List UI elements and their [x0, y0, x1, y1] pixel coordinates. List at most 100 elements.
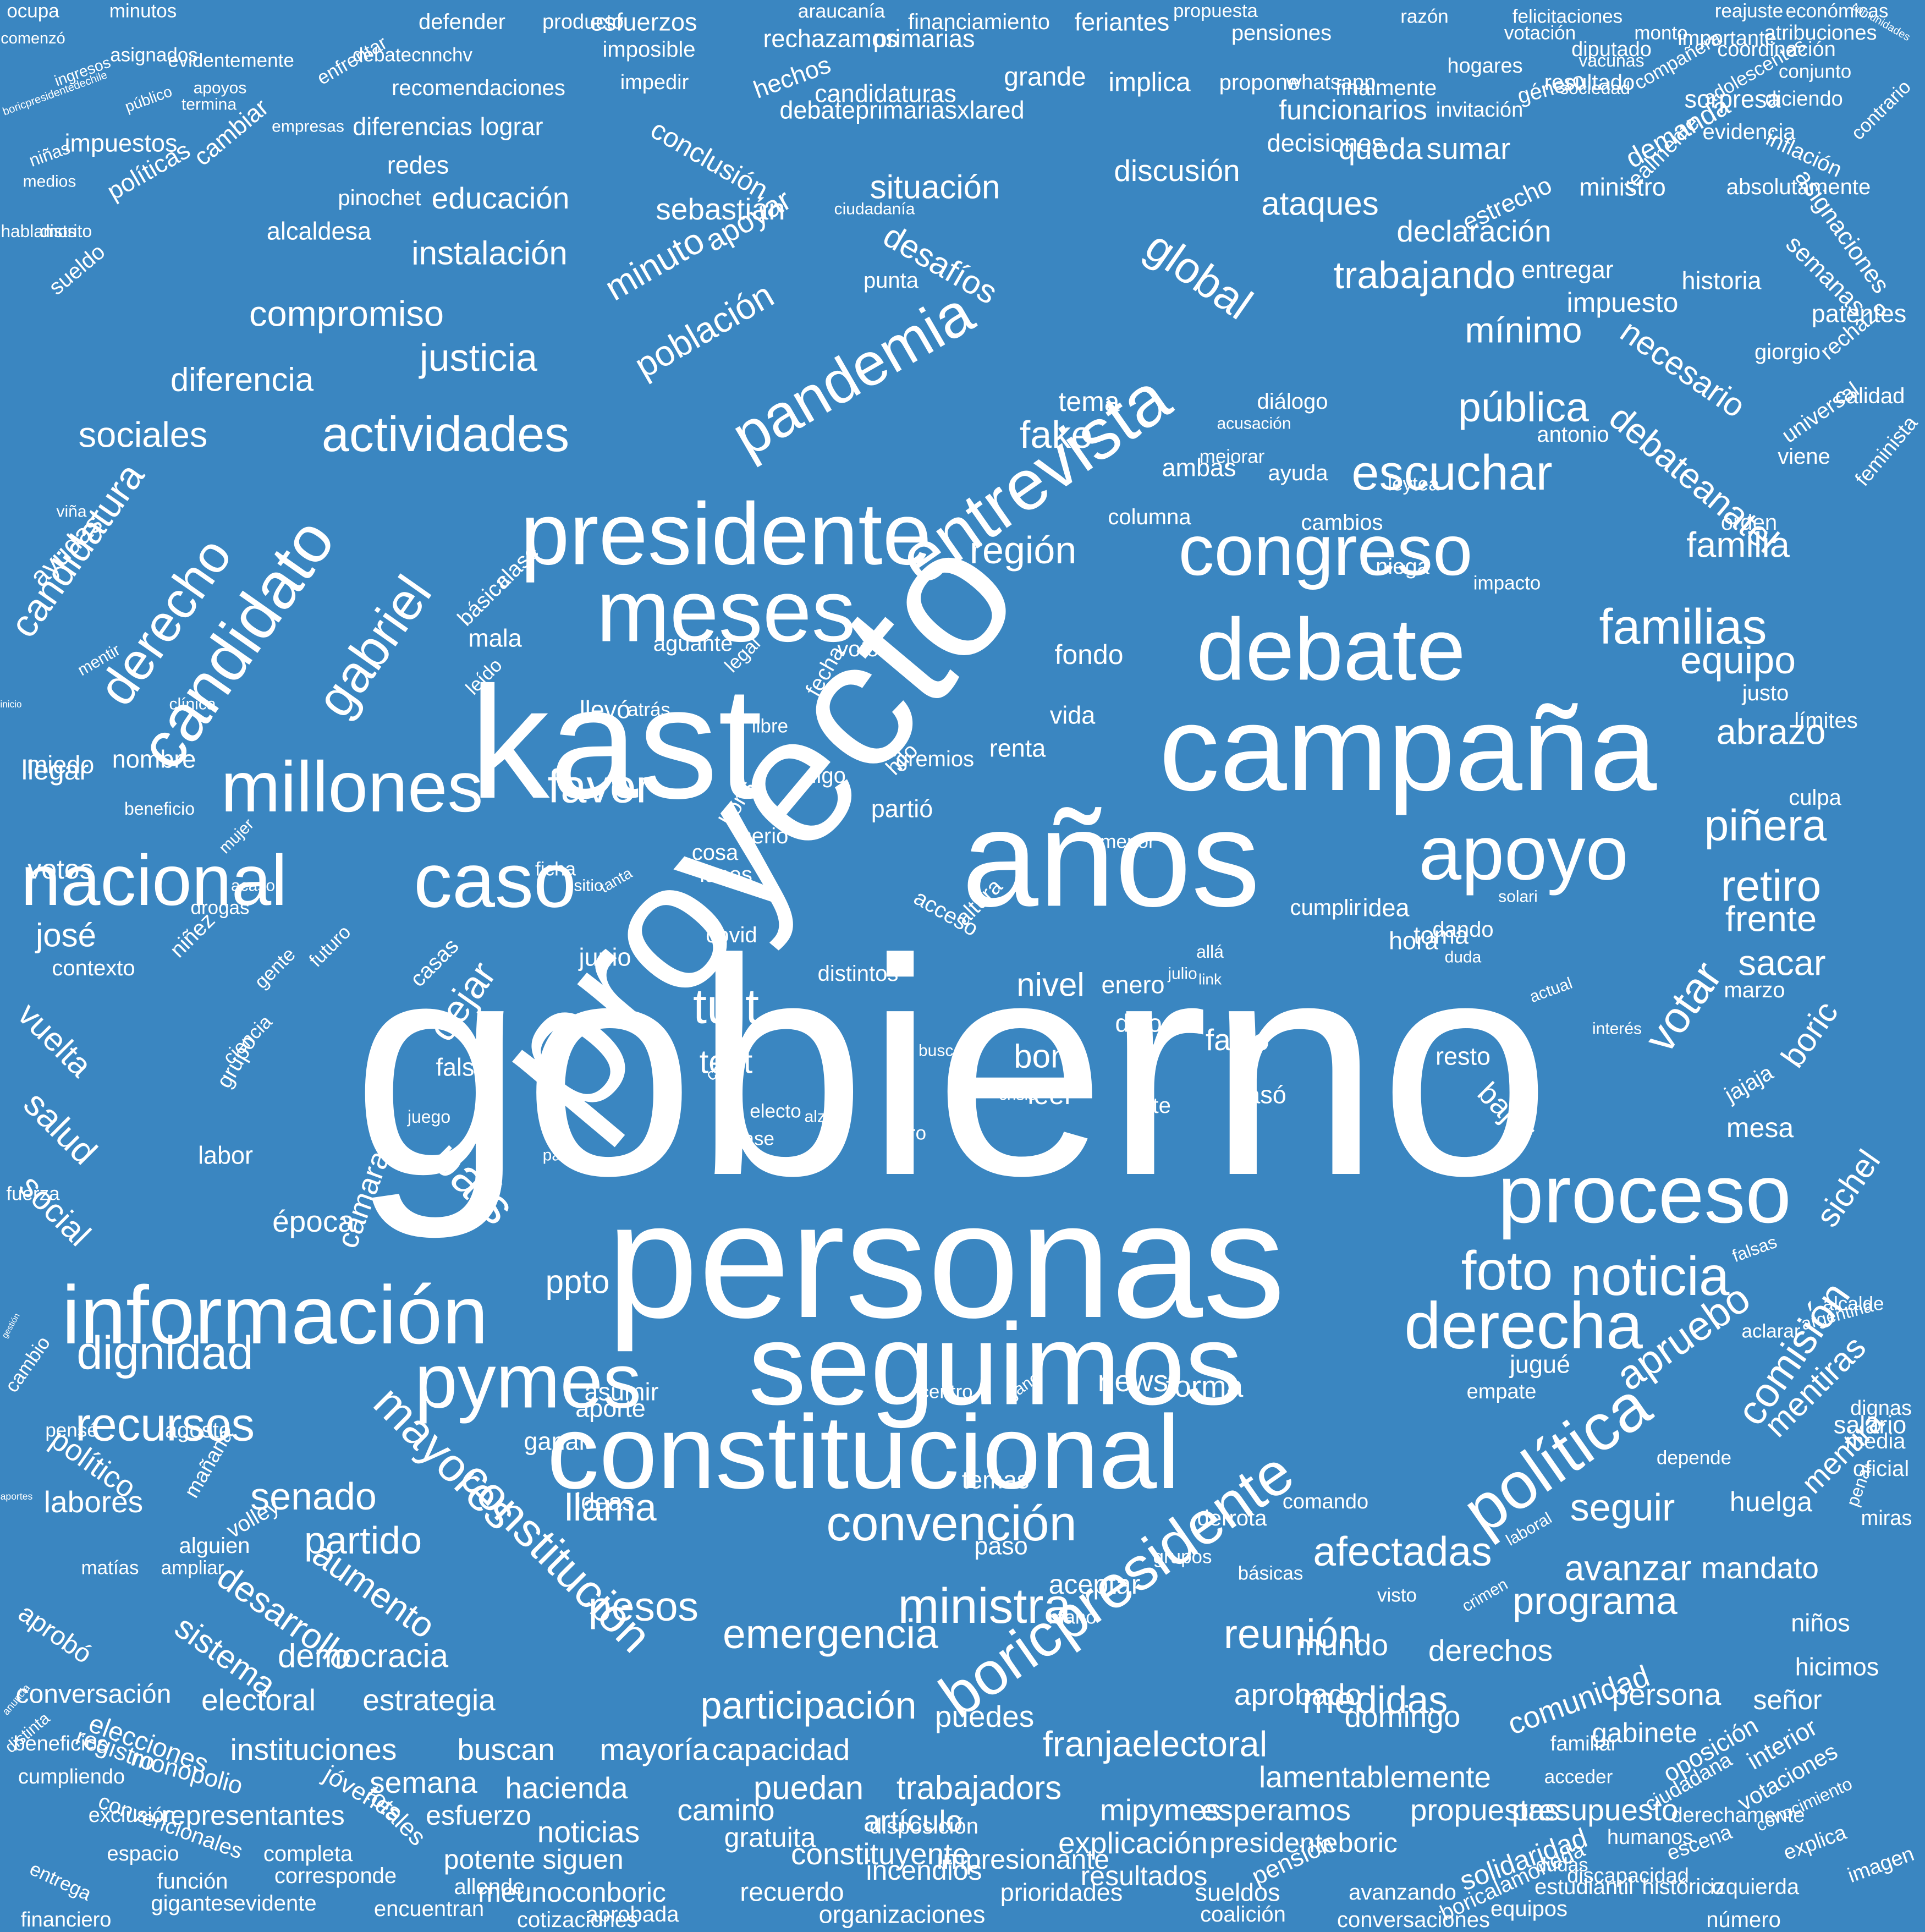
word-29: familias — [1599, 600, 1767, 655]
word-146: esperamos — [1201, 1793, 1351, 1827]
word-439: punta — [864, 268, 919, 293]
word-331: justo — [1742, 681, 1789, 705]
word-256: jugué — [1509, 1351, 1570, 1379]
word-319: digo — [804, 764, 846, 788]
word-341: niega — [1376, 555, 1430, 579]
word-122: democracia — [278, 1638, 449, 1675]
word-403: grande — [1004, 63, 1086, 92]
word-446: hablamos — [1, 221, 76, 241]
word-193: dudas — [1536, 1854, 1588, 1876]
word-3: kast — [470, 654, 763, 832]
word-9: meses — [596, 562, 855, 660]
word-416: ocupa — [7, 1, 59, 22]
word-133: domingo — [1345, 1699, 1461, 1733]
word-36: recursos — [75, 1399, 255, 1451]
word-278: allá — [1196, 942, 1224, 962]
word-115: aguante — [653, 632, 733, 656]
word-336: columna — [1108, 505, 1191, 529]
word-359: declaración — [1396, 214, 1551, 248]
word-132: lamentablemente — [1259, 1760, 1491, 1794]
word-28: ministra — [898, 1579, 1071, 1634]
word-155: sueldos — [1195, 1879, 1280, 1907]
word-367: evidencia — [1702, 120, 1796, 144]
word-374: coordinación — [1717, 38, 1835, 61]
word-392: monto — [1634, 23, 1687, 44]
word-160: organizaciones — [819, 1901, 986, 1929]
word-249: depende — [1657, 1447, 1731, 1469]
word-72: justicia — [419, 336, 537, 379]
word-186: histórico — [1642, 1875, 1724, 1899]
word-337: ambas — [1162, 454, 1236, 482]
word-89: huelga — [1730, 1486, 1812, 1517]
word-153: impresionante — [937, 1844, 1109, 1875]
word-371: resultado — [1544, 70, 1635, 95]
word-102: josé — [35, 917, 96, 954]
word-52: franjaelectoral — [1043, 1724, 1267, 1764]
word-68: mínimo — [1465, 310, 1582, 350]
word-271: pago — [543, 1146, 580, 1165]
word-92: hicimos — [1795, 1653, 1879, 1681]
word-182: avanzando — [1349, 1880, 1456, 1904]
word-282: idea — [1362, 894, 1410, 922]
word-275: sitio — [574, 877, 603, 895]
word-444: distrito — [40, 221, 92, 241]
word-103: votos — [28, 854, 94, 885]
word-391: reajuste — [1715, 1, 1784, 22]
word-188: número — [1706, 1908, 1781, 1932]
word-290: centro — [919, 1381, 972, 1403]
word-438: ciudadanía — [834, 200, 915, 218]
word-80: familia — [1686, 525, 1790, 565]
word-217: aportes — [1, 1491, 33, 1502]
word-253: oficial — [1853, 1457, 1909, 1481]
word-93: señor — [1753, 1684, 1822, 1715]
word-77: situación — [870, 169, 1000, 206]
word-147: propuestas — [1410, 1793, 1560, 1827]
word-366: absolutamente — [1726, 175, 1871, 199]
word-346: mejorar — [1200, 446, 1265, 468]
word-263: enero — [1101, 971, 1164, 999]
word-168: representantes — [161, 1800, 345, 1831]
word-123: electoral — [201, 1683, 316, 1717]
word-142: gratuita — [724, 1822, 816, 1853]
word-240: derrota — [1197, 1506, 1267, 1530]
word-353: patentes — [1812, 300, 1907, 328]
word-30: escuchar — [1351, 446, 1552, 501]
word-24: foto — [1461, 1240, 1553, 1302]
word-43: tuit — [693, 979, 759, 1034]
word-176: gigantes — [151, 1891, 234, 1915]
word-401: feriantes — [1075, 8, 1170, 36]
word-322: lunes — [700, 863, 752, 887]
word-163: allende — [454, 1875, 525, 1899]
word-57: participación — [701, 1684, 917, 1727]
word-357: entregar — [1521, 256, 1614, 284]
word-6: seguimos — [749, 1300, 1243, 1429]
word-251: salario — [1834, 1411, 1907, 1439]
word-301: beneficio — [124, 799, 195, 819]
word-116: llama — [564, 1486, 656, 1529]
word-292: falsa — [436, 1053, 488, 1082]
word-200: humanos — [1607, 1826, 1693, 1849]
word-82: abrazo — [1717, 712, 1826, 752]
word-385: diciendo — [1765, 87, 1843, 111]
word-144: disposición — [870, 1814, 978, 1838]
word-388: atribuciones — [1764, 21, 1877, 45]
word-361: discusión — [1114, 153, 1240, 188]
word-61: avanzar — [1564, 1548, 1691, 1588]
word-312: mala — [468, 624, 522, 652]
word-344: diálogo — [1257, 389, 1328, 414]
word-181: coalición — [1200, 1902, 1286, 1926]
word-418: comenzó — [1, 30, 65, 47]
word-106: fake — [1020, 413, 1092, 456]
word-241: comando — [1283, 1490, 1368, 1513]
word-159: recuerdo — [740, 1878, 844, 1907]
word-118: partido — [304, 1519, 422, 1562]
word-369: ministro — [1579, 173, 1666, 201]
word-227: ppto — [546, 1264, 610, 1300]
word-254: dignas — [1850, 1397, 1912, 1420]
word-342: impacto — [1473, 573, 1541, 594]
word-272: juego — [407, 1107, 450, 1127]
word-327: mesa — [1726, 1112, 1794, 1143]
word-134: aprobado — [1234, 1677, 1362, 1711]
